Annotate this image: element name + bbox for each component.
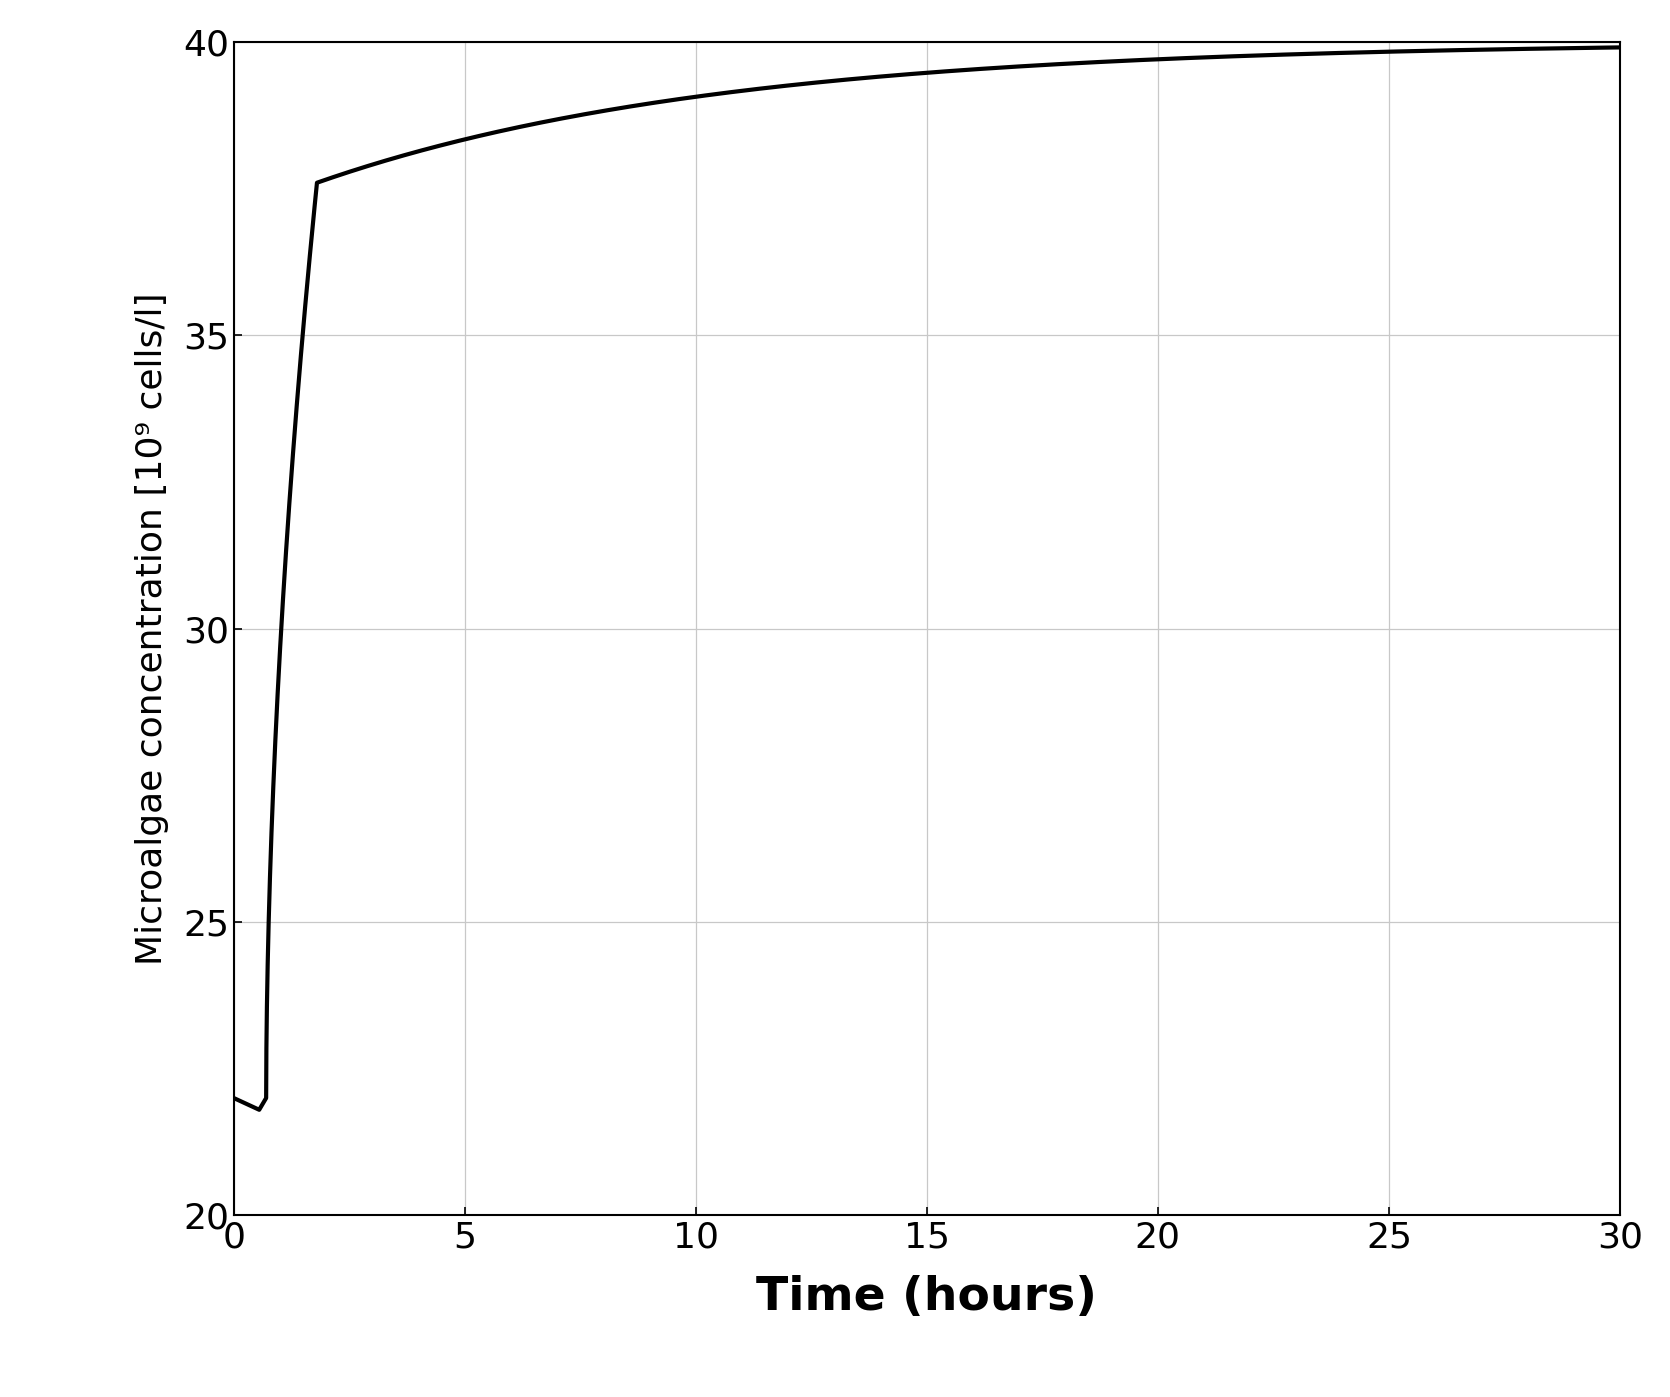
Y-axis label: Microalgae concentration [10⁹ cells/l]: Microalgae concentration [10⁹ cells/l] (135, 292, 169, 965)
X-axis label: Time (hours): Time (hours) (757, 1275, 1097, 1320)
